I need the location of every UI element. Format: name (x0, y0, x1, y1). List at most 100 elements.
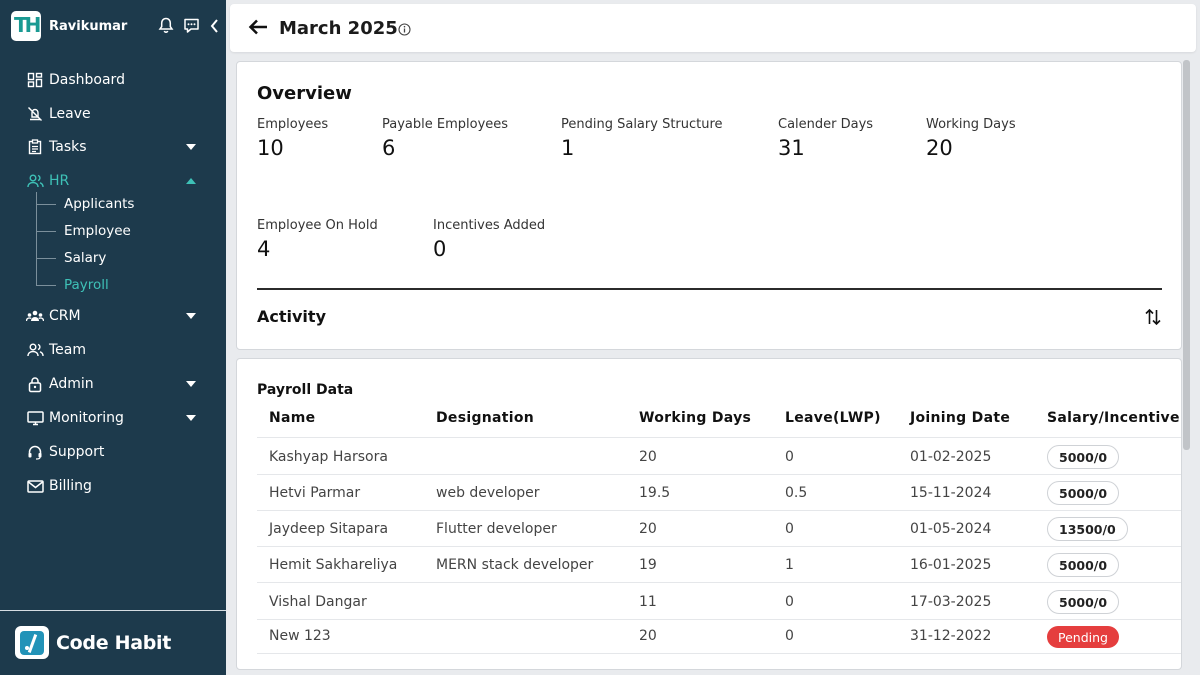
col-designation[interactable]: Designation (436, 410, 535, 426)
nav-item-monitoring[interactable]: Monitoring (26, 404, 202, 432)
app-logo[interactable]: TH (11, 11, 41, 41)
salary-pill[interactable]: 5000/0 (1047, 590, 1120, 614)
table-row[interactable]: Vishal Dangar 11 0 17-03-2025 5000/0 (257, 583, 1181, 620)
table-row[interactable]: Kashyap Harsora 20 0 01-02-2025 5000/0 (257, 439, 1181, 475)
team-icon (26, 341, 44, 359)
overview-divider (257, 288, 1162, 290)
cell-working-days: 11 (639, 594, 657, 610)
salary-pill[interactable]: 5000/0 (1047, 445, 1120, 469)
col-joining-date[interactable]: Joining Date (910, 410, 1011, 426)
cell-working-days: 20 (639, 521, 657, 537)
cell-leave: 0 (785, 628, 794, 644)
lock-icon (26, 375, 44, 393)
nav-label: Billing (49, 478, 92, 494)
logo-letters: TH (14, 13, 41, 37)
grid-icon (26, 71, 44, 89)
stat-working-days: Working Days 20 (926, 117, 1016, 160)
nav-item-hr[interactable]: HR (26, 167, 202, 195)
brand-logo-icon (15, 626, 49, 659)
salary-pill[interactable]: 13500/0 (1047, 517, 1128, 541)
sidebar-divider (0, 610, 226, 611)
stat-value: 6 (382, 136, 396, 160)
monitor-icon (26, 409, 44, 427)
page-scrollbar[interactable] (1183, 60, 1190, 450)
stat-label: Calender Days (778, 117, 874, 132)
table-row[interactable]: Hetvi Parmar web developer 19.5 0.5 15-1… (257, 475, 1181, 511)
people-icon (26, 172, 44, 190)
cell-name: Vishal Dangar (269, 594, 367, 610)
chevron-down-icon (186, 415, 196, 421)
salary-pill[interactable]: 5000/0 (1047, 553, 1120, 577)
chevron-down-icon (186, 144, 196, 150)
stat-pending-salary-structure: Pending Salary Structure 1 (561, 117, 723, 160)
sub-item-salary[interactable]: Salary (36, 247, 106, 269)
sub-item-employee[interactable]: Employee (36, 220, 131, 242)
info-icon[interactable] (398, 21, 411, 40)
nav-item-support[interactable]: Support (26, 438, 202, 466)
nav-item-team[interactable]: Team (26, 336, 202, 364)
activity-title[interactable]: Activity (257, 307, 326, 326)
col-leave[interactable]: Leave(LWP) (785, 410, 881, 426)
nav-label: Support (49, 444, 105, 460)
col-working-days[interactable]: Working Days (639, 410, 752, 426)
bell-icon[interactable] (158, 17, 174, 34)
table-row[interactable]: New 123 20 0 31-12-2022 Pending (257, 620, 1181, 654)
nav-label: Admin (49, 376, 94, 392)
nav-item-leave[interactable]: Leave (26, 100, 202, 128)
header-icons (158, 17, 219, 34)
nav-label: Leave (49, 106, 91, 122)
cell-name: New 123 (269, 628, 331, 644)
nav-label: Dashboard (49, 72, 125, 88)
sub-item-payroll[interactable]: Payroll (36, 274, 109, 296)
stat-label: Pending Salary Structure (561, 117, 723, 132)
back-arrow-icon[interactable] (248, 19, 268, 39)
col-name[interactable]: Name (269, 410, 316, 426)
nav-item-crm[interactable]: CRM (26, 302, 202, 330)
nav-label: CRM (49, 308, 81, 324)
cell-working-days: 20 (639, 628, 657, 644)
chevron-left-icon[interactable] (209, 18, 219, 34)
col-salary-incentive[interactable]: Salary/Incentive (1047, 410, 1180, 426)
sort-icon[interactable] (1145, 308, 1161, 330)
sub-label: Salary (64, 250, 107, 266)
brand[interactable]: Code Habit (15, 626, 171, 659)
sub-item-applicants[interactable]: Applicants (36, 193, 134, 215)
stat-label: Payable Employees (382, 117, 509, 132)
cell-name: Kashyap Harsora (269, 449, 388, 465)
stat-label: Employee On Hold (257, 218, 378, 233)
payroll-card: Payroll Data Name Designation Working Da… (236, 358, 1182, 670)
chat-icon[interactable] (183, 17, 200, 34)
cell-joining-date: 01-02-2025 (910, 449, 992, 465)
stat-payable-employees: Payable Employees 6 (382, 117, 508, 160)
cell-leave: 0 (785, 449, 794, 465)
clipboard-icon (26, 138, 44, 156)
chevron-up-icon (186, 178, 196, 184)
stat-value: 1 (561, 136, 575, 160)
cell-leave: 0 (785, 521, 794, 537)
nav-item-billing[interactable]: Billing (26, 472, 202, 500)
nav-item-tasks[interactable]: Tasks (26, 133, 202, 161)
sub-label: Payroll (64, 277, 109, 293)
stat-value: 4 (257, 237, 271, 261)
nav-item-dashboard[interactable]: Dashboard (26, 66, 202, 94)
nav-label: HR (49, 173, 70, 189)
brand-name: Code Habit (56, 631, 172, 654)
salary-pill[interactable]: 5000/0 (1047, 481, 1120, 505)
table-row[interactable]: Jaydeep Sitapara Flutter developer 20 0 … (257, 511, 1181, 547)
sub-label: Applicants (64, 196, 135, 212)
leave-icon (26, 105, 44, 123)
stat-calender-days: Calender Days 31 (778, 117, 873, 160)
stat-label: Employees (257, 117, 329, 132)
cell-designation: MERN stack developer (436, 557, 594, 573)
nav-item-admin[interactable]: Admin (26, 370, 202, 398)
sidebar-header: TH Ravikumar (11, 11, 221, 41)
table-row[interactable]: Hemit Sakhareliya MERN stack developer 1… (257, 547, 1181, 583)
stat-incentives-added: Incentives Added 0 (433, 218, 545, 261)
cell-joining-date: 15-11-2024 (910, 485, 992, 501)
chevron-down-icon (186, 381, 196, 387)
overview-title: Overview (257, 83, 352, 104)
stat-employees: Employees 10 (257, 117, 328, 160)
cell-name: Hetvi Parmar (269, 485, 361, 501)
page-title: March 2025 (279, 18, 398, 39)
pending-status-badge[interactable]: Pending (1047, 626, 1119, 648)
